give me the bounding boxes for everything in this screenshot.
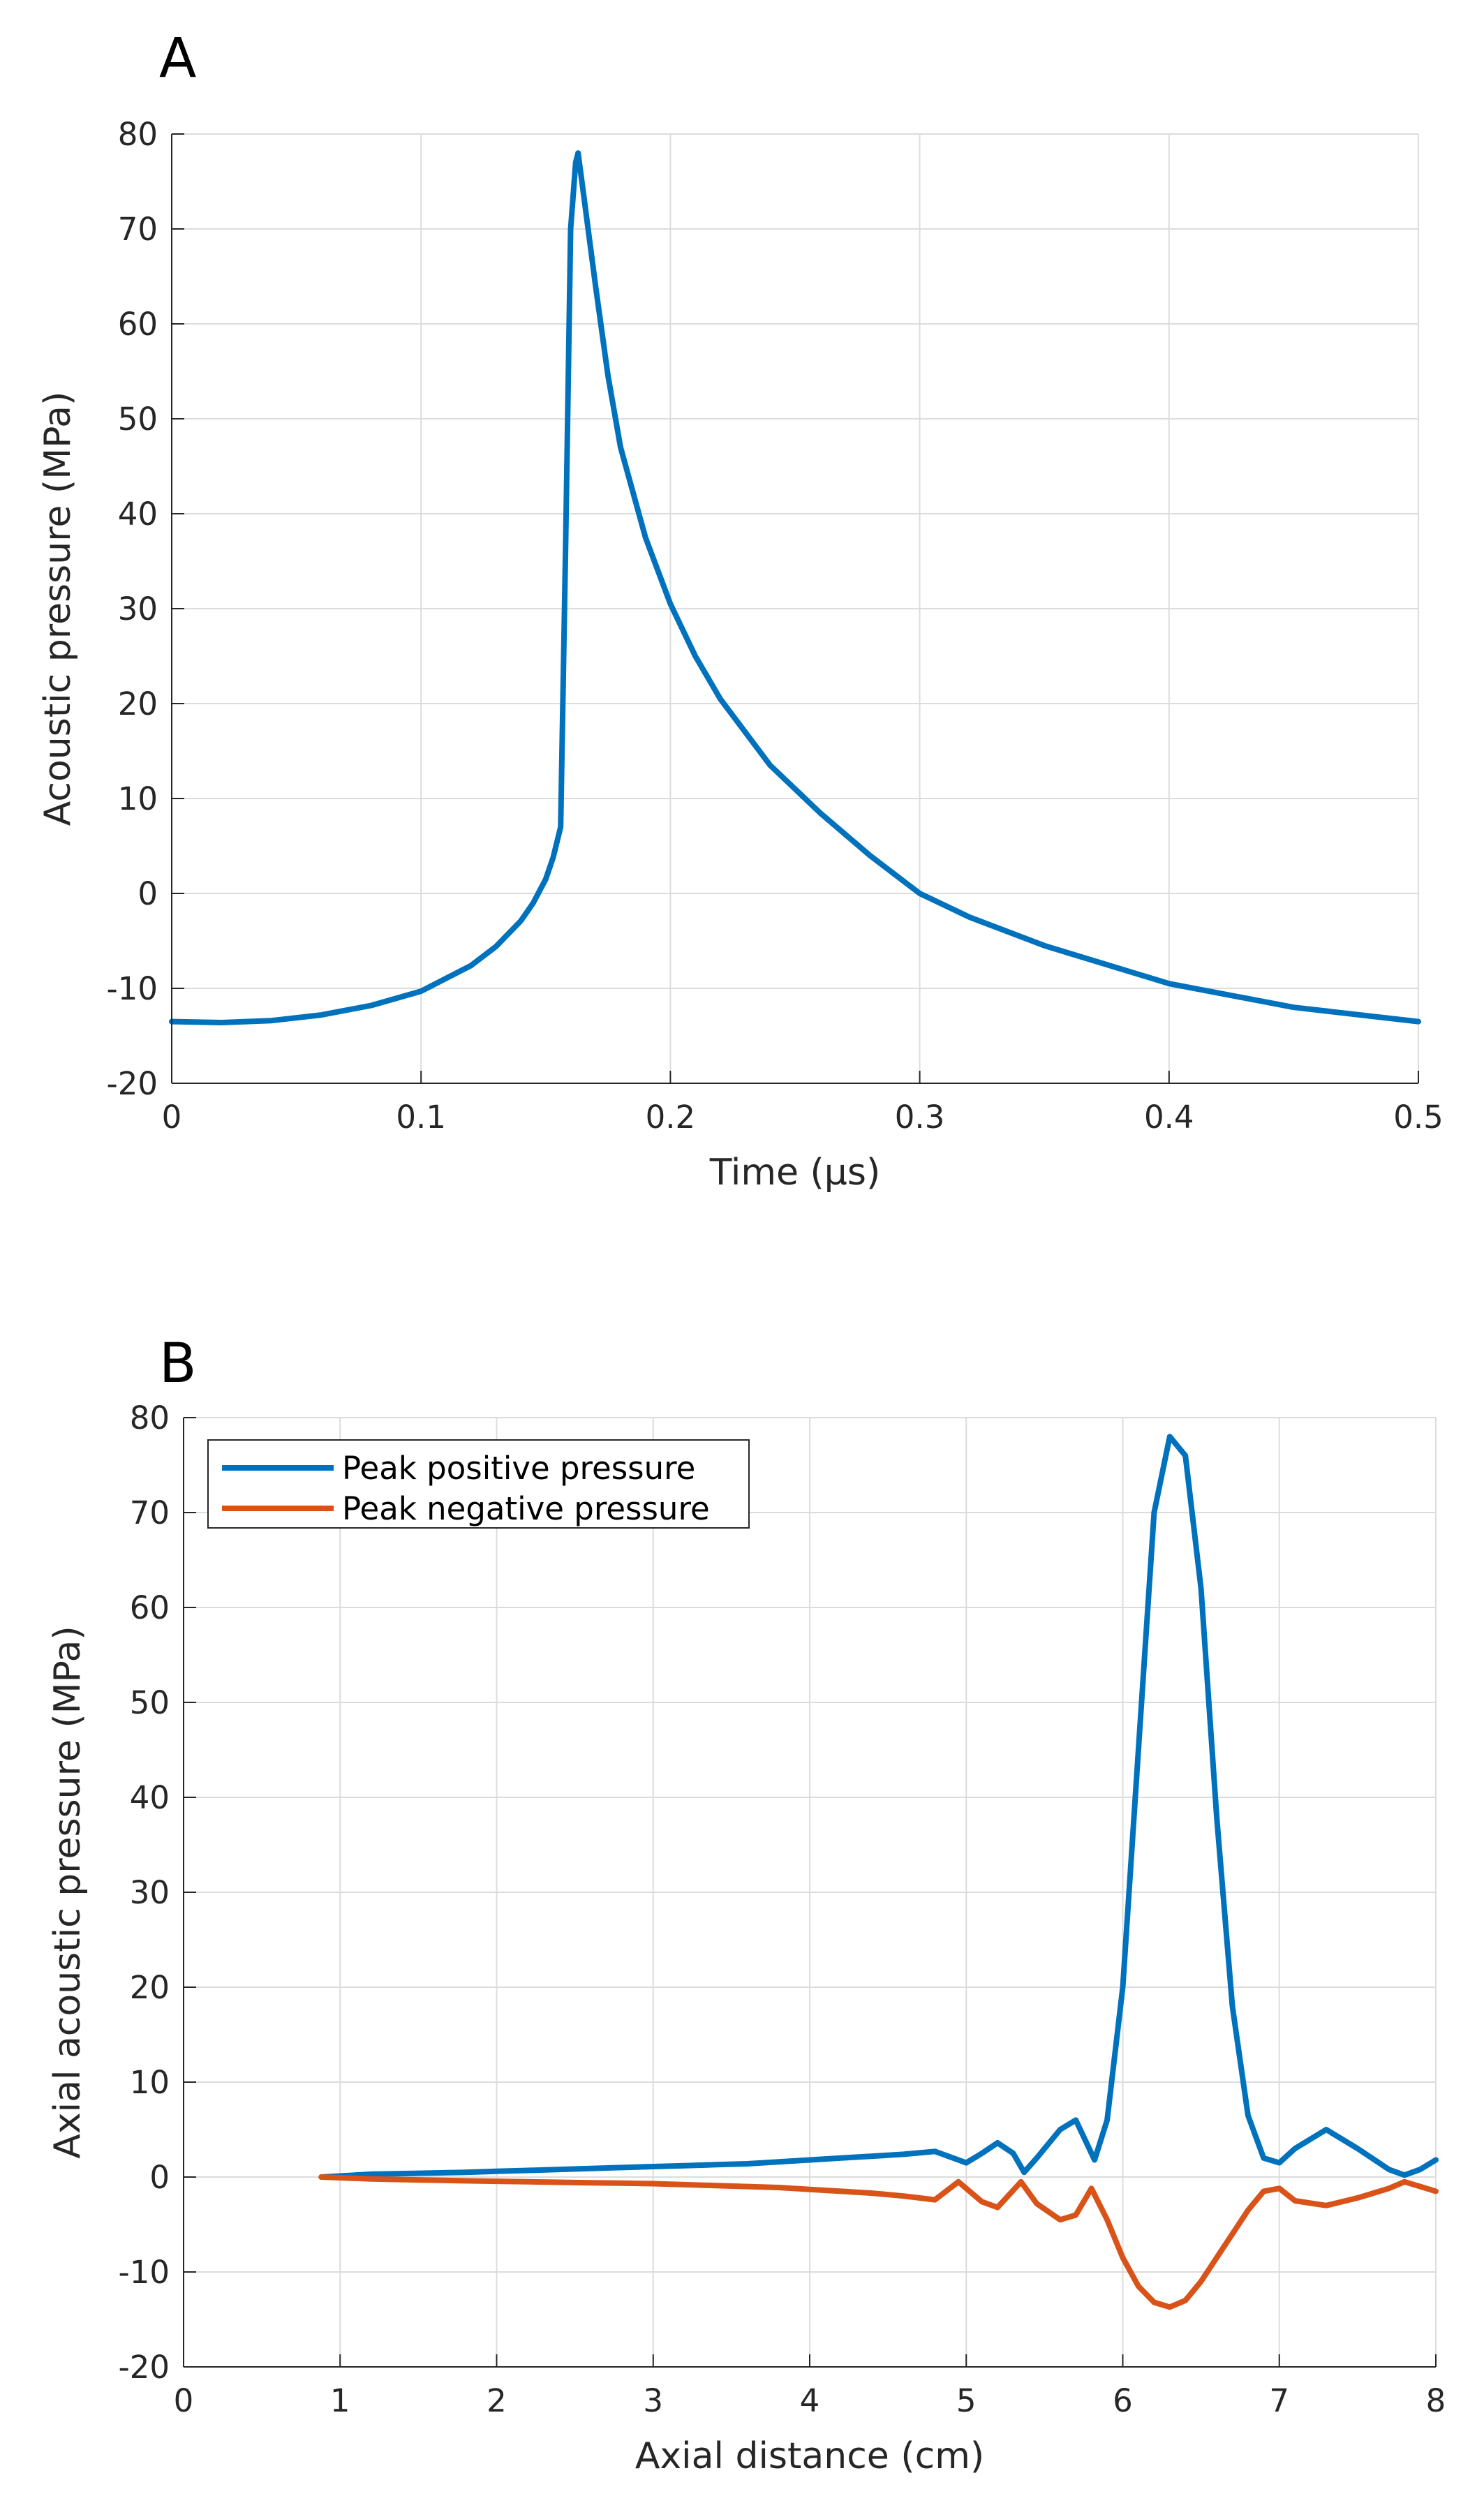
panel-b-x-tick-label-2: 2 [487, 2382, 507, 2419]
panel-b-y-tick-label-1: -10 [119, 2254, 170, 2291]
panel-a-y-tick-label-0: -20 [107, 1065, 158, 1102]
panel-b-y-tick-label-3: 10 [130, 2064, 170, 2101]
panel-a-label: A [159, 27, 196, 90]
panel-b-x-tick-label-8: 8 [1426, 2382, 1446, 2419]
panel-a-chart: A 0 0.1 0.2 0.3 0.4 0.5 -20 -10 0 10 20 30 40 50 60 70… [37, 27, 1444, 1194]
panel-b-y-tick-label-0: -20 [119, 2349, 170, 2386]
panel-b-x-tick-label-4: 4 [800, 2382, 820, 2419]
panel-b-series-line-1 [318, 2174, 1439, 2310]
legend-label-peak-negative: Peak negative pressure [342, 1490, 710, 1527]
panel-b-x-tick-label-6: 6 [1113, 2382, 1133, 2419]
panel-a-x-ticks: 0 0.1 0.2 0.3 0.4 0.5 [162, 1071, 1444, 1136]
legend-box [207, 1439, 750, 1529]
panel-b-x-tick-label-7: 7 [1269, 2382, 1289, 2419]
panel-a-y-tick-label-2: 0 [138, 875, 158, 912]
panel-a-x-axis-title: Time (μs) [709, 1152, 881, 1194]
panel-b-grid [183, 1417, 1437, 2368]
panel-b-y-axis-title: Axial acoustic pressure (MPa) [47, 1626, 89, 2158]
panel-a-series-line-0 [169, 150, 1421, 1025]
panel-b-x-axis-title: Axial distance (cm) [635, 2435, 984, 2477]
panel-b-x-tick-label-1: 1 [330, 2382, 350, 2419]
legend: Peak positive pressure Peak negative pre… [207, 1439, 750, 1529]
panel-a-y-tick-label-7: 50 [118, 401, 158, 438]
panel-a-y-tick-label-5: 30 [118, 591, 158, 627]
panel-a-y-axis-title: Acoustic pressure (MPa) [37, 392, 79, 826]
panel-a-y-tick-label-10: 80 [118, 116, 158, 153]
panel-b-x-tick-label-0: 0 [174, 2382, 194, 2419]
panel-a-y-ticks: -20 -10 0 10 20 30 40 50 60 70 80 [107, 116, 184, 1102]
panel-a-y-tick-label-4: 20 [118, 685, 158, 722]
panel-a-y-tick-label-1: -10 [107, 970, 158, 1007]
legend-label-peak-positive: Peak positive pressure [342, 1450, 695, 1487]
panel-b-y-tick-label-6: 40 [130, 1779, 170, 1816]
panel-b-x-tick-label-5: 5 [956, 2382, 977, 2419]
panel-b-y-tick-label-8: 60 [130, 1589, 170, 1626]
panel-a-y-tick-label-8: 60 [118, 306, 158, 343]
panel-b-x-tick-label-3: 3 [643, 2382, 663, 2419]
panel-b-y-tick-label-2: 0 [149, 2159, 170, 2196]
panel-a-x-tick-label-2: 0.2 [646, 1099, 696, 1136]
panel-b-y-tick-label-9: 70 [130, 1494, 170, 1531]
panel-a-series [169, 150, 1421, 1025]
panel-a-y-tick-label-9: 70 [118, 211, 158, 248]
panel-b-y-tick-label-5: 30 [130, 1874, 170, 1911]
panel-a-x-tick-label-4: 0.4 [1144, 1099, 1194, 1136]
panel-a-x-tick-label-0: 0 [162, 1099, 182, 1136]
panel-b-x-ticks: 0 1 2 3 4 5 6 7 8 [174, 2354, 1446, 2419]
panel-a-x-tick-label-1: 0.1 [396, 1099, 446, 1136]
panel-a-y-tick-label-6: 40 [118, 496, 158, 533]
panel-b-y-ticks: -20 -10 0 10 20 30 40 50 60 70 80 [119, 1399, 196, 2386]
panel-b-y-tick-label-4: 20 [130, 1969, 170, 2006]
panel-a-y-tick-label-3: 10 [118, 780, 158, 817]
panel-b-label: B [159, 1332, 197, 1395]
panel-b-chart: B 0 1 2 3 4 5 6 7 8 -20 -10 0 10 20 30 40 50 60 70 80 Axia… [47, 1332, 1446, 2477]
panel-b-series [318, 1434, 1439, 2310]
panel-b-y-tick-label-10: 80 [130, 1399, 170, 1436]
panel-a-x-tick-label-5: 0.5 [1393, 1099, 1444, 1136]
panel-b-series-line-0 [318, 1434, 1439, 2180]
panel-a-x-tick-label-3: 0.3 [895, 1099, 945, 1136]
panel-b-y-tick-label-7: 50 [130, 1684, 170, 1721]
